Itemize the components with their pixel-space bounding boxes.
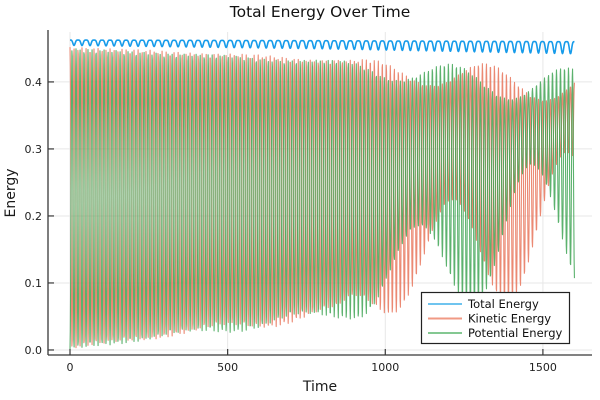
y-axis-label: Energy — [3, 168, 19, 217]
y-tick-label: 0.2 — [25, 210, 43, 223]
x-tick-label: 1000 — [371, 361, 399, 374]
x-tick-label: 0 — [67, 361, 74, 374]
y-tick-label: 0.3 — [25, 143, 43, 156]
series-line-kinetic-energy — [69, 47, 575, 349]
y-tick-label: 0.1 — [25, 277, 43, 290]
chart-title: Total Energy Over Time — [229, 3, 410, 21]
y-tick-label: 0.0 — [25, 344, 43, 357]
series-line-potential-energy — [69, 48, 575, 350]
y-tick-label: 0.4 — [25, 76, 43, 89]
legend-label-total-energy: Total Energy — [467, 297, 539, 311]
legend-label-potential-energy: Potential Energy — [468, 326, 562, 340]
axes — [47, 30, 592, 356]
legend: Total Energy Kinetic Energy Potential En… — [420, 291, 571, 345]
x-axis-label: Time — [302, 379, 337, 395]
legend-label-kinetic-energy: Kinetic Energy — [468, 312, 551, 326]
series-line-total-energy — [69, 39, 575, 55]
x-tick-label: 1500 — [529, 361, 557, 374]
data-series — [69, 39, 575, 350]
tick-marks-and-labels: 0.0 0.1 0.2 0.3 0.4 0 500 1000 1500 — [25, 76, 557, 374]
x-tick-label: 500 — [217, 361, 238, 374]
